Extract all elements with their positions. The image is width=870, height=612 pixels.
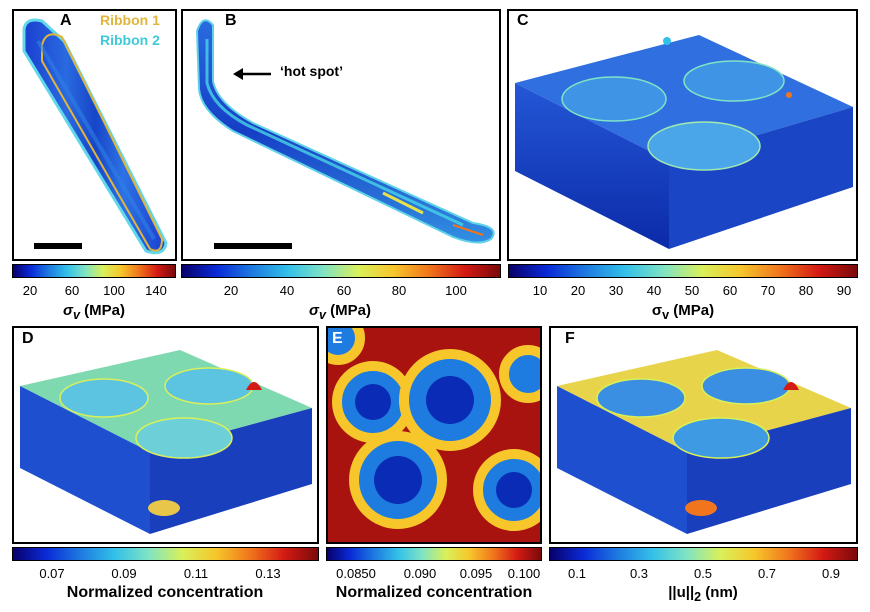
tick-label: 80 <box>798 283 814 298</box>
panel-d-label: D <box>22 330 34 347</box>
colorbar-c <box>508 264 858 278</box>
panel-c-label: C <box>517 12 529 29</box>
panel-b <box>181 9 501 261</box>
colorbar-d <box>12 547 319 561</box>
legend-ribbon-1: Ribbon 1 <box>100 12 160 28</box>
panel-d-surface-image <box>20 350 312 534</box>
panel-d <box>12 326 319 544</box>
tick-label: 0.3 <box>629 566 649 581</box>
tick-label: 40 <box>646 283 662 298</box>
tick-label: 50 <box>684 283 700 298</box>
tick-label: 100 <box>103 283 125 298</box>
tick-label: 0.1 <box>567 566 587 581</box>
tick-label: 0.07 <box>39 566 65 581</box>
tick-label: 0.5 <box>693 566 713 581</box>
panel-b-ribbon-image <box>195 19 495 249</box>
tick-label: 10 <box>532 283 548 298</box>
colorbar-c-title: σv (MPa) <box>651 302 715 322</box>
tick-label: 0.090 <box>403 566 437 581</box>
tick-label: 0.7 <box>757 566 777 581</box>
tick-label: 140 <box>145 283 167 298</box>
panel-b-label: B <box>225 12 237 29</box>
panel-a-ribbon-image <box>22 18 168 255</box>
tick-label: 70 <box>760 283 776 298</box>
panel-f-label: F <box>565 330 575 347</box>
tick-label: 40 <box>279 283 295 298</box>
colorbar-e <box>326 547 542 561</box>
panel-f-surface-image <box>557 350 851 534</box>
tick-label: 60 <box>336 283 352 298</box>
scale-bar <box>214 243 292 249</box>
panel-a-label: A <box>60 12 72 29</box>
colorbar-a <box>12 264 176 278</box>
colorbar-a-title: σv (MPa) <box>63 302 125 322</box>
tick-label: 0.095 <box>459 566 493 581</box>
scale-bar <box>34 243 82 249</box>
tick-label: 20 <box>22 283 38 298</box>
colorbar-d-title: Normalized concentration <box>66 584 264 601</box>
panel-e-label: E <box>332 330 343 347</box>
colorbar-f <box>549 547 858 561</box>
tick-label: 0.13 <box>255 566 281 581</box>
tick-label: 20 <box>223 283 239 298</box>
colorbar-b-title: σv (MPa) <box>309 302 371 322</box>
tick-label: 30 <box>608 283 624 298</box>
panel-c-surface-image <box>515 35 853 249</box>
colorbar-e-title: Normalized concentration <box>335 584 533 601</box>
panel-a <box>12 9 177 261</box>
panel-f <box>549 326 858 544</box>
tick-label: 80 <box>391 283 407 298</box>
hot-spot-annotation: ‘hot spot’ <box>280 63 343 79</box>
tick-label: 60 <box>64 283 80 298</box>
panel-e <box>326 326 542 544</box>
tick-label: 20 <box>570 283 586 298</box>
tick-label: 0.0850 <box>336 566 376 581</box>
panel-c <box>507 9 858 261</box>
tick-label: 100 <box>445 283 467 298</box>
tick-label: 0.09 <box>111 566 137 581</box>
colorbar-f-title: ||u||2 (nm) <box>668 584 738 604</box>
legend-ribbon-2: Ribbon 2 <box>100 32 160 48</box>
tick-label: 0.9 <box>821 566 841 581</box>
panel-e-heatmap-image <box>328 328 540 542</box>
tick-label: 0.11 <box>183 566 209 581</box>
tick-label: 60 <box>722 283 738 298</box>
colorbar-b <box>181 264 501 278</box>
tick-label: 0.100 <box>507 566 541 581</box>
tick-label: 90 <box>836 283 852 298</box>
